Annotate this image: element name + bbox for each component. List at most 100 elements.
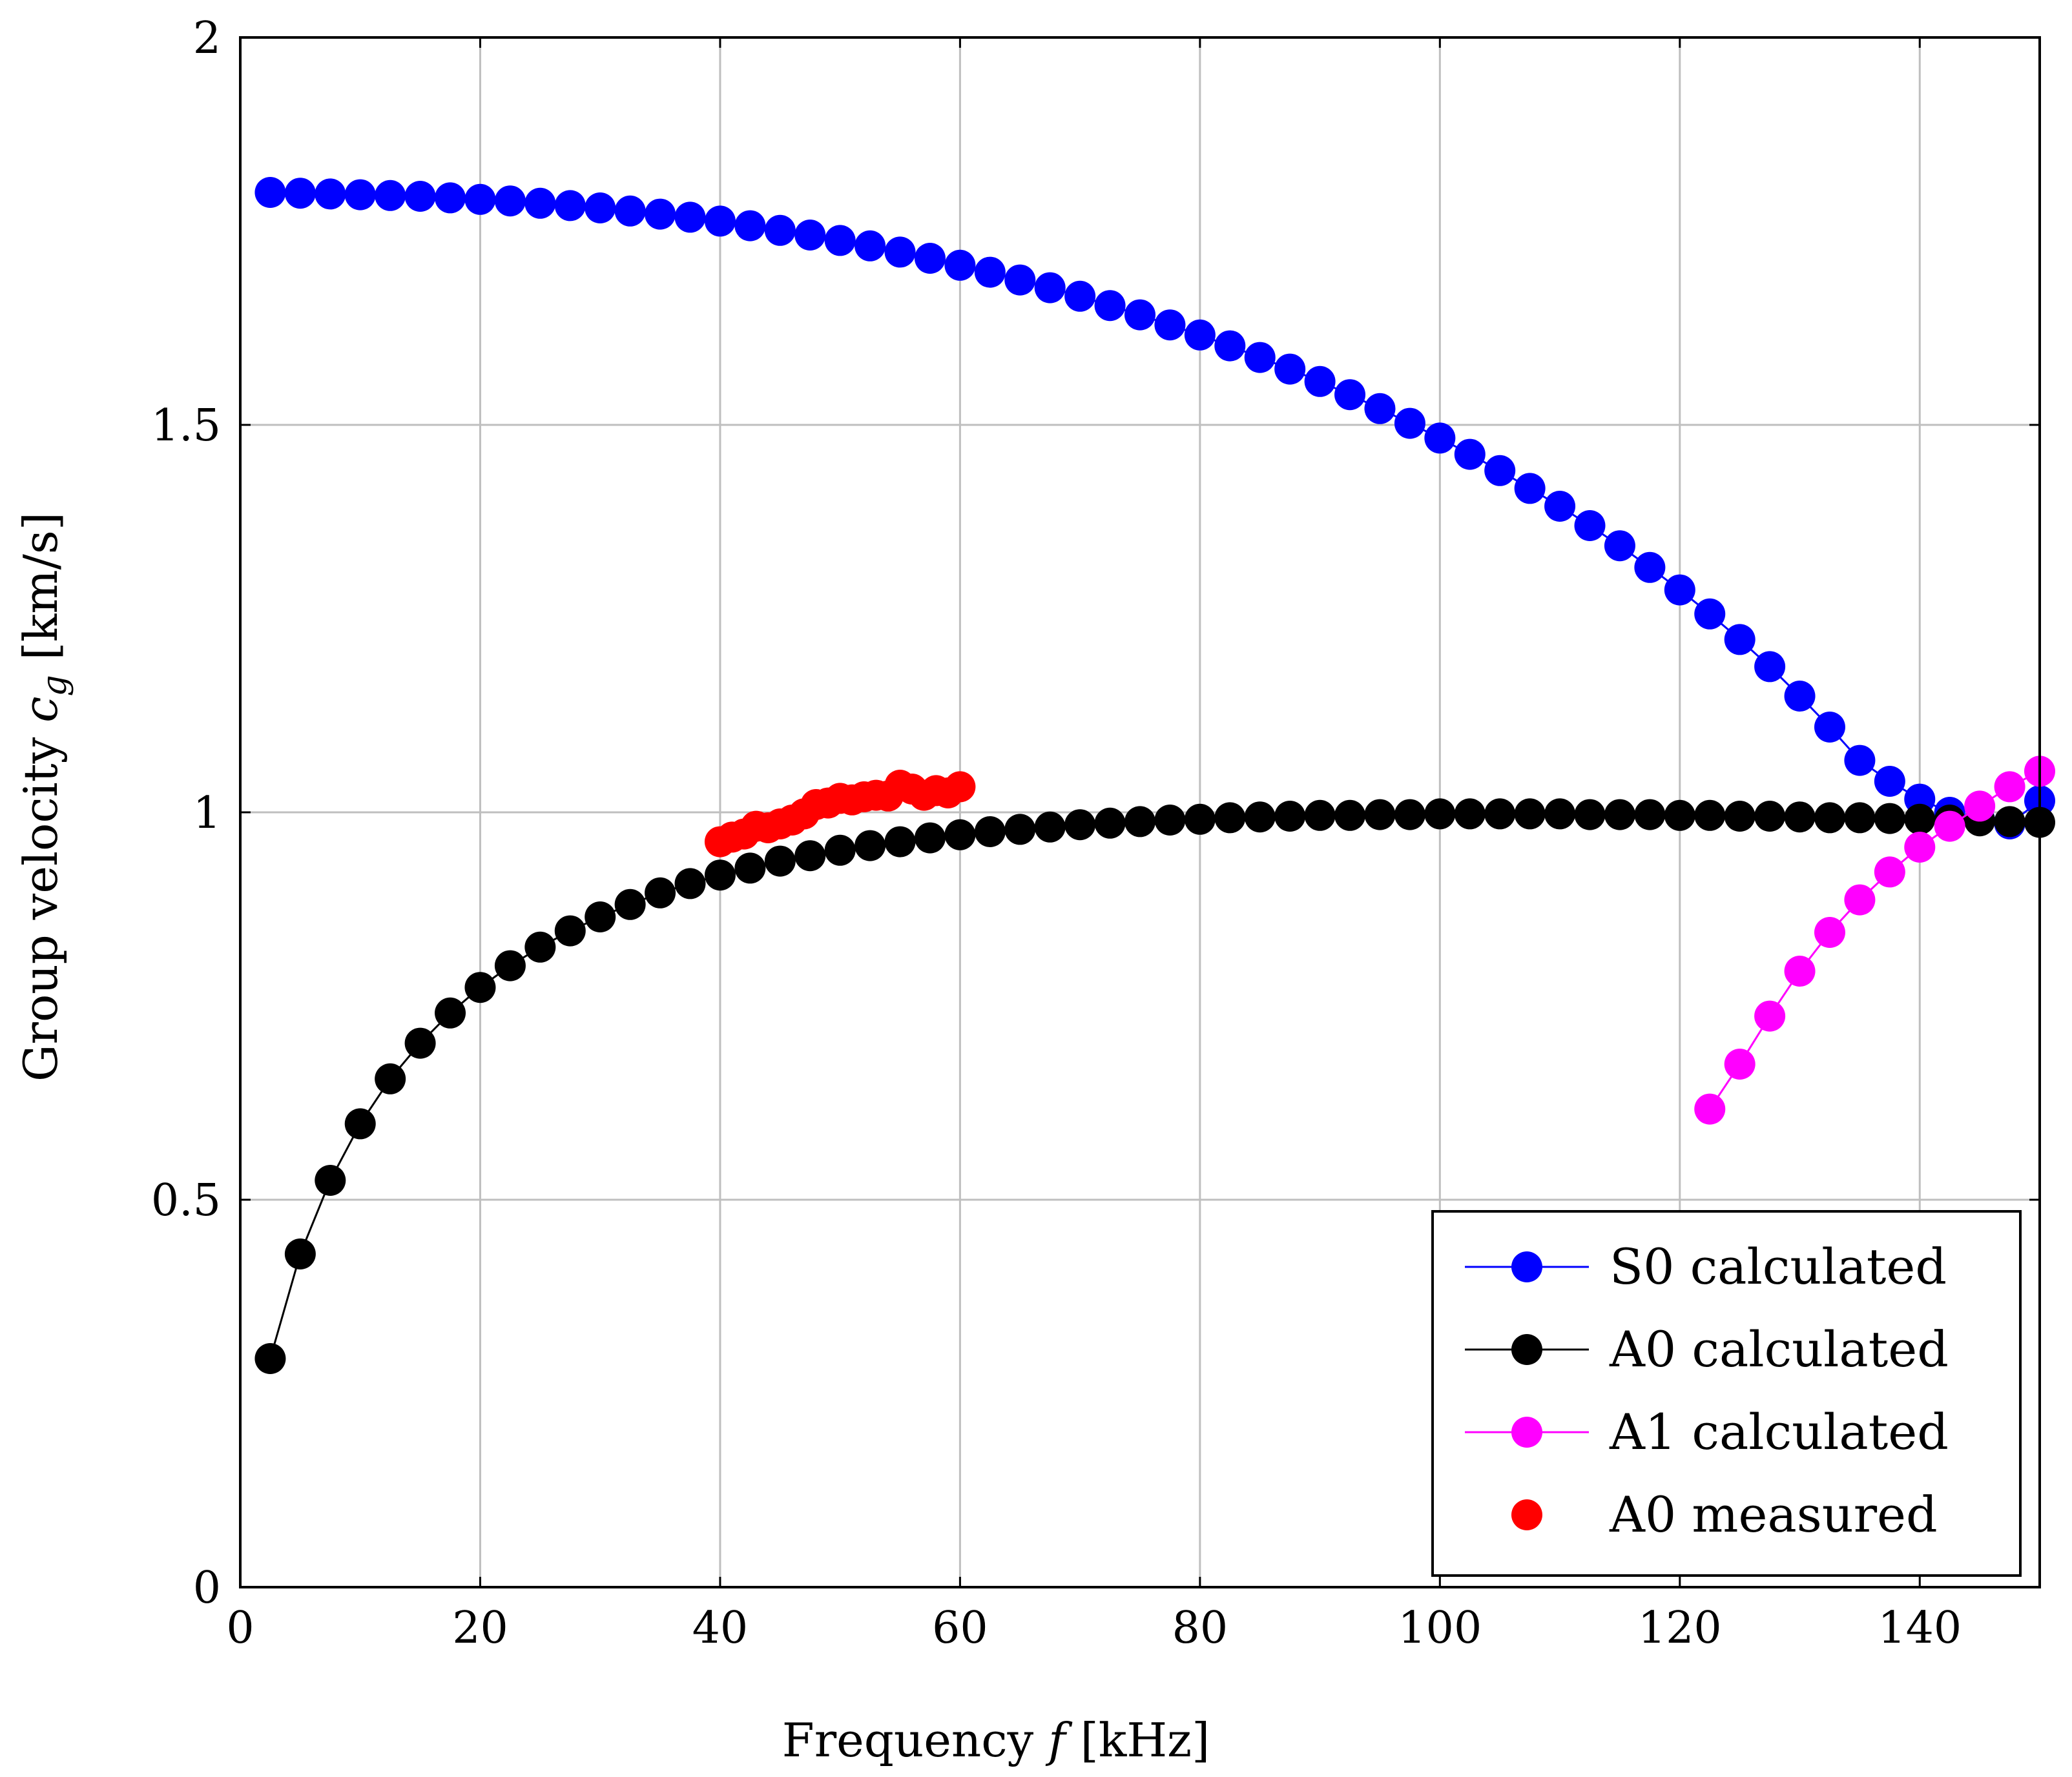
data-point-s0-calculated bbox=[1634, 551, 1666, 583]
data-point-a1-calculated bbox=[1844, 884, 1876, 916]
data-point-a1-calculated bbox=[1904, 832, 1936, 863]
y-tick-label: 0 bbox=[193, 1563, 221, 1614]
data-point-a0-calculated bbox=[1724, 801, 1756, 832]
data-point-a0-calculated bbox=[1334, 799, 1366, 831]
data-point-s0-calculated bbox=[554, 190, 586, 221]
data-point-a0-calculated bbox=[494, 950, 526, 981]
data-point-s0-calculated bbox=[435, 182, 466, 214]
legend-marker-s0-calculated bbox=[1511, 1251, 1542, 1282]
data-point-s0-calculated bbox=[1514, 473, 1546, 504]
data-point-a0-calculated bbox=[344, 1108, 376, 1140]
data-point-a0-calculated bbox=[435, 997, 466, 1029]
data-point-a1-calculated bbox=[1934, 810, 1965, 842]
data-point-a0-calculated bbox=[1274, 801, 1306, 832]
x-tick-label: 40 bbox=[692, 1603, 749, 1654]
data-point-s0-calculated bbox=[1064, 280, 1096, 312]
data-point-a0-calculated bbox=[1694, 799, 1726, 831]
data-point-s0-calculated bbox=[944, 249, 976, 281]
data-point-a0-calculated bbox=[1244, 801, 1276, 833]
series-a0-calculated bbox=[254, 798, 2055, 1374]
data-point-s0-calculated bbox=[1454, 438, 1486, 470]
data-point-s0-calculated bbox=[315, 178, 346, 210]
data-point-s0-calculated bbox=[375, 180, 406, 211]
data-point-a0-calculated bbox=[674, 868, 706, 899]
data-point-a0-calculated bbox=[1814, 802, 1845, 834]
legend-label-s0-calculated: S0 calculated bbox=[1610, 1238, 1947, 1295]
y-axis-title: Group velocity cg [km/s] bbox=[14, 512, 74, 1082]
legend-marker-a1-calculated bbox=[1511, 1417, 1542, 1448]
data-series bbox=[254, 177, 2055, 1374]
data-point-a0-calculated bbox=[1634, 799, 1666, 830]
data-point-a0-calculated bbox=[1544, 798, 1576, 830]
data-point-s0-calculated bbox=[585, 192, 616, 223]
y-tick-label: 1 bbox=[193, 788, 221, 839]
data-point-s0-calculated bbox=[404, 181, 436, 212]
data-point-a0-calculated bbox=[1154, 805, 1186, 836]
data-point-a1-calculated bbox=[1724, 1049, 1756, 1080]
axis-ticks: 0 20 40 60 80 100 120 140 0 0.5 1 1.5 2 bbox=[151, 13, 2040, 1654]
data-point-a0-calculated bbox=[1454, 798, 1486, 830]
data-point-s0-calculated bbox=[1334, 379, 1366, 411]
data-point-a1-calculated bbox=[1694, 1093, 1726, 1125]
data-point-s0-calculated bbox=[1784, 681, 1816, 712]
data-point-a0-calculated bbox=[1784, 801, 1816, 833]
legend-marker-a0-calculated bbox=[1511, 1334, 1542, 1365]
data-point-s0-calculated bbox=[1394, 407, 1425, 439]
data-point-s0-calculated bbox=[1484, 455, 1516, 486]
legend-entry-a1-calculated: A1 calculated bbox=[1465, 1403, 1949, 1461]
data-point-a1-calculated bbox=[1964, 790, 1996, 822]
legend-entries: S0 calculated A0 calculated A1 calculated A… bbox=[1465, 1238, 1949, 1543]
y-axis-title-symbol: c bbox=[14, 697, 68, 723]
data-point-s0-calculated bbox=[284, 178, 316, 209]
data-point-a0-calculated bbox=[585, 901, 616, 932]
data-point-a0-calculated bbox=[375, 1063, 406, 1094]
x-tick-label: 60 bbox=[932, 1603, 988, 1654]
data-point-s0-calculated bbox=[1124, 299, 1155, 331]
data-point-a0-calculated bbox=[764, 845, 796, 877]
data-point-a0-calculated bbox=[884, 826, 916, 858]
data-point-s0-calculated bbox=[1214, 330, 1246, 362]
data-point-a0-calculated bbox=[824, 834, 856, 866]
data-point-s0-calculated bbox=[344, 179, 376, 211]
data-point-s0-calculated bbox=[1814, 712, 1845, 743]
data-point-s0-calculated bbox=[1304, 365, 1336, 397]
x-tick-label: 80 bbox=[1172, 1603, 1228, 1654]
legend: S0 calculated A0 calculated A1 calculated A… bbox=[1431, 1210, 2022, 1577]
y-axis-title-subscript: g bbox=[36, 675, 74, 696]
y-axis-title-unit: [km/s] bbox=[14, 512, 68, 675]
data-point-s0-calculated bbox=[524, 187, 556, 219]
data-point-a0-calculated bbox=[1604, 799, 1635, 830]
data-point-a0-calculated bbox=[524, 931, 556, 963]
data-point-a0-calculated bbox=[1754, 801, 1786, 832]
data-point-a0-calculated bbox=[1574, 799, 1606, 830]
data-point-s0-calculated bbox=[884, 236, 916, 268]
data-point-a0-calculated bbox=[855, 830, 886, 861]
legend-entry-s0-calculated: S0 calculated bbox=[1465, 1238, 1947, 1295]
data-point-s0-calculated bbox=[974, 256, 1006, 288]
data-point-s0-calculated bbox=[1004, 264, 1036, 296]
data-point-s0-calculated bbox=[1154, 309, 1186, 341]
data-point-a1-calculated bbox=[1754, 1000, 1786, 1032]
data-point-a0-calculated bbox=[1124, 806, 1155, 837]
data-point-s0-calculated bbox=[1094, 290, 1126, 322]
data-point-a0-calculated bbox=[254, 1343, 286, 1374]
x-axis-title: Frequency f [kHz] bbox=[782, 1713, 1210, 1767]
series-s0-calculated bbox=[254, 177, 2055, 839]
legend-label-a1-calculated: A1 calculated bbox=[1609, 1403, 1949, 1461]
data-point-a0-calculated bbox=[315, 1165, 346, 1196]
data-point-a0-calculated bbox=[1034, 811, 1066, 843]
y-tick-label: 1.5 bbox=[151, 400, 221, 451]
data-point-s0-calculated bbox=[464, 183, 496, 215]
data-point-a0-calculated bbox=[1364, 799, 1396, 830]
data-point-a1-calculated bbox=[1784, 956, 1816, 987]
data-point-s0-calculated bbox=[1034, 272, 1066, 303]
y-tick-label: 2 bbox=[193, 13, 221, 64]
data-point-a1-calculated bbox=[1994, 771, 2025, 803]
data-point-a1-calculated bbox=[1814, 917, 1845, 948]
data-point-a0-measured bbox=[944, 771, 976, 803]
data-point-s0-calculated bbox=[1694, 598, 1726, 630]
data-point-s0-calculated bbox=[614, 195, 646, 227]
data-point-a0-calculated bbox=[1004, 814, 1036, 845]
data-point-a0-calculated bbox=[1514, 798, 1546, 830]
data-point-a0-calculated bbox=[734, 852, 766, 884]
